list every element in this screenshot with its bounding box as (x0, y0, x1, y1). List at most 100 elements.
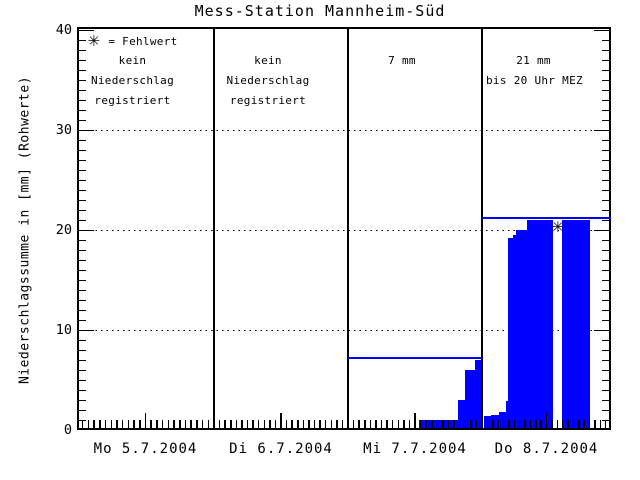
y-tick (602, 189, 609, 191)
x-tick (535, 420, 537, 428)
day-separator (213, 27, 215, 430)
bar-segment (419, 420, 458, 430)
x-tick (369, 420, 372, 428)
y-tick (79, 379, 86, 381)
y-tick (79, 249, 86, 251)
bar-segment (499, 412, 506, 430)
x-tick (201, 420, 204, 428)
x-tick (436, 420, 439, 428)
x-tick (291, 420, 293, 428)
x-axis-day-label: Mo 5.7.2004 (93, 441, 198, 457)
x-tick (246, 420, 249, 428)
y-tick (602, 99, 609, 101)
x-tick (319, 420, 321, 428)
x-tick (341, 420, 344, 428)
x-tick (280, 413, 282, 428)
y-tick (602, 149, 609, 151)
y-tick (602, 249, 609, 251)
x-tick (93, 420, 95, 428)
x-tick (572, 420, 575, 428)
y-tick (79, 189, 86, 191)
y-tick (79, 69, 86, 71)
panel-annotation-line: registriert (229, 94, 307, 107)
bar-segment (508, 238, 513, 430)
x-tick (518, 420, 521, 428)
x-tick (486, 420, 489, 428)
x-tick (313, 420, 316, 428)
y-tick (602, 279, 609, 281)
day-separator (481, 27, 483, 430)
bar-segment (505, 401, 509, 430)
y-tick (79, 269, 86, 271)
x-tick (397, 420, 399, 428)
panel-annotation-line: Niederschlag (90, 74, 175, 87)
y-tick (602, 39, 609, 41)
x-tick (380, 420, 383, 428)
y-tick (79, 289, 86, 291)
y-tick (79, 369, 86, 371)
x-tick (257, 420, 260, 428)
x-tick (414, 413, 416, 428)
x-tick (508, 420, 510, 428)
x-tick (556, 420, 558, 428)
bar-segment (475, 360, 482, 430)
x-tick (184, 420, 187, 428)
y-tick-label: 30 (55, 122, 72, 138)
y-tick (602, 49, 609, 51)
y-tick (602, 339, 609, 341)
x-tick (324, 420, 327, 428)
x-tick (470, 420, 472, 428)
x-tick (604, 420, 607, 428)
x-tick (492, 420, 494, 428)
x-tick (179, 420, 181, 428)
y-tick (602, 359, 609, 361)
panel-annotation-line: 21 mm (516, 54, 551, 67)
x-tick (190, 420, 192, 428)
y-gridline (79, 229, 609, 231)
x-tick (364, 420, 366, 428)
y-gridline (79, 129, 609, 131)
x-tick (330, 420, 332, 428)
x-tick (297, 420, 299, 428)
panel-annotation-block: 7 mm (352, 31, 452, 71)
x-tick (431, 420, 433, 428)
bar-segment (527, 220, 553, 430)
y-tick (602, 389, 609, 391)
x-tick (497, 420, 499, 428)
bar-segment (491, 415, 499, 430)
y-tick (602, 89, 609, 91)
bar-segment (561, 220, 590, 430)
panel-annotation-line: bis 20 Uhr MEZ (486, 74, 583, 87)
panel-annotation-line: registriert (94, 94, 171, 107)
x-tick (551, 420, 553, 428)
x-tick (81, 420, 84, 428)
x-axis-day-label: Mi 7.7.2004 (363, 441, 467, 457)
y-tick (602, 59, 609, 61)
y-tick (602, 109, 609, 111)
y-tick (602, 309, 609, 311)
x-tick (561, 420, 564, 428)
y-tick (602, 349, 609, 351)
y-tick (602, 219, 609, 221)
panel-annotation-block: kein Niederschlag registriert (218, 31, 318, 111)
plot-frame-right (609, 27, 611, 430)
x-tick (269, 420, 271, 428)
y-tick (79, 119, 86, 121)
panel-annotation-line: kein (118, 54, 147, 67)
annotation-spacer (218, 31, 318, 51)
y-tick (79, 399, 86, 401)
y-tick (594, 229, 609, 231)
y-tick (79, 89, 86, 91)
plot-frame-left (77, 27, 79, 430)
panel-annotation-line: 7 mm (388, 54, 416, 67)
x-tick (578, 420, 580, 428)
x-tick (391, 420, 394, 428)
y-tick (79, 239, 86, 241)
x-tick (442, 420, 444, 428)
x-tick (224, 420, 226, 428)
x-tick (475, 420, 478, 428)
y-tick-label: 40 (55, 22, 72, 38)
x-tick (375, 420, 377, 428)
y-tick (79, 129, 94, 131)
